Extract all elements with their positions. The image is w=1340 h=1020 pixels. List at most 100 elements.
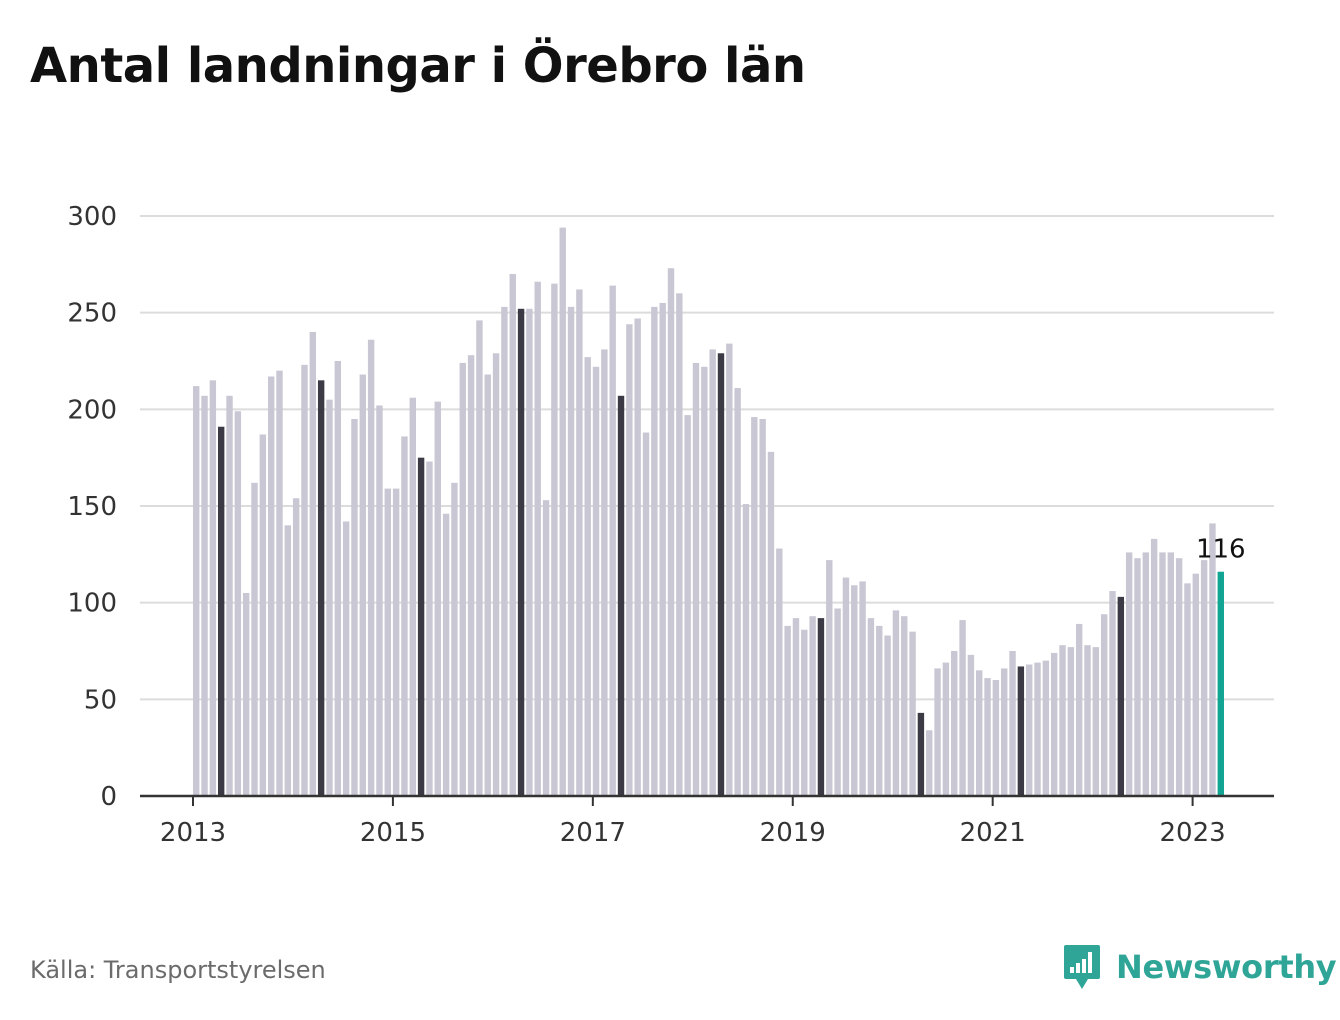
bar: [1009, 651, 1016, 796]
x-tick-label: 2021: [960, 818, 1026, 848]
bar: [792, 618, 800, 796]
bar: [1159, 552, 1166, 796]
bar: [576, 289, 583, 796]
bar: [1209, 523, 1216, 796]
y-axis-labels: 0 50 100 150 200 250 300: [67, 202, 117, 812]
bar: [1175, 558, 1183, 796]
bar: [884, 635, 891, 796]
bar: [451, 482, 458, 796]
bar: [767, 451, 775, 796]
x-tick-label: 2017: [560, 818, 626, 848]
bar: [934, 668, 941, 796]
bar: [984, 678, 991, 796]
bar: [842, 577, 850, 796]
bar: [1026, 664, 1033, 796]
y-tick-label: 100: [67, 589, 117, 619]
bar: [701, 366, 708, 796]
bar: [726, 343, 733, 796]
bar: [1167, 552, 1175, 796]
bar: [301, 364, 308, 796]
bar: [384, 488, 391, 796]
bar: [484, 374, 491, 796]
bar: [834, 608, 841, 796]
bar: [292, 498, 300, 796]
bar: [426, 461, 433, 796]
bar: [1150, 538, 1158, 796]
bar: [476, 320, 483, 796]
x-tick-label: 2013: [160, 818, 226, 848]
bar: [267, 376, 275, 796]
bar: [567, 306, 575, 796]
bar: [651, 306, 658, 796]
bar: [209, 380, 217, 796]
bar: [826, 560, 833, 796]
y-tick-label: 250: [67, 299, 117, 329]
bar: [309, 332, 317, 796]
bar: [251, 482, 258, 796]
bar: [809, 616, 816, 796]
bar: [801, 629, 808, 796]
bar: [467, 355, 475, 796]
y-tick-label: 200: [67, 395, 117, 425]
bar: [492, 353, 500, 796]
bar: [459, 362, 466, 796]
bar: [1100, 614, 1108, 796]
bar: [634, 318, 641, 796]
bar: [992, 680, 1000, 796]
bar: [376, 405, 383, 796]
bar: [742, 504, 750, 796]
bar: [1092, 647, 1100, 796]
bar: [417, 457, 425, 796]
brand-name: Newsworthy: [1116, 948, 1337, 986]
bar: [1200, 560, 1208, 796]
bar: [1117, 596, 1125, 796]
bar: [617, 395, 625, 796]
y-tick-label: 150: [67, 492, 117, 522]
bar: [976, 670, 983, 796]
bar: [534, 281, 541, 797]
bar: [401, 436, 408, 796]
bar: [692, 362, 700, 796]
x-tick-label: 2023: [1160, 818, 1226, 848]
bar: [1142, 552, 1150, 796]
bar: [501, 306, 508, 796]
bar: [609, 285, 616, 796]
chart-title: Antal landningar i Örebro län: [30, 38, 806, 94]
bar: [1017, 666, 1025, 796]
bar: [626, 324, 633, 796]
bar: [526, 308, 533, 796]
bar: [926, 730, 933, 796]
bar: [1059, 645, 1066, 796]
bar: [559, 227, 566, 797]
bar: [684, 415, 691, 796]
bar: [259, 434, 267, 796]
bar: [642, 432, 650, 796]
bar: [1184, 583, 1191, 796]
bar: [851, 585, 858, 796]
y-tick-label: 50: [84, 685, 117, 715]
bar: [542, 500, 550, 796]
bar: [334, 361, 342, 796]
bar: [776, 548, 783, 796]
bar: [876, 625, 883, 796]
brand-logo-link[interactable]: Newsworthy: [1062, 942, 1337, 992]
bar: [442, 513, 450, 796]
bar: [359, 374, 366, 796]
bar: [751, 417, 758, 796]
bar: [217, 426, 225, 796]
bar: [509, 274, 516, 796]
bar: [659, 303, 666, 796]
bar: [326, 399, 333, 796]
bar: [759, 419, 766, 796]
bar: [517, 308, 525, 796]
bar: [284, 525, 292, 796]
x-axis-labels: 2013 2015 2017 2019 2021 2023: [160, 796, 1226, 848]
bar: [367, 339, 375, 796]
bar: [867, 618, 875, 796]
x-tick-label: 2019: [760, 818, 826, 848]
bar: [1075, 623, 1083, 796]
bars: [193, 227, 1224, 797]
x-tick-label: 2015: [360, 818, 426, 848]
bar: [193, 386, 200, 796]
